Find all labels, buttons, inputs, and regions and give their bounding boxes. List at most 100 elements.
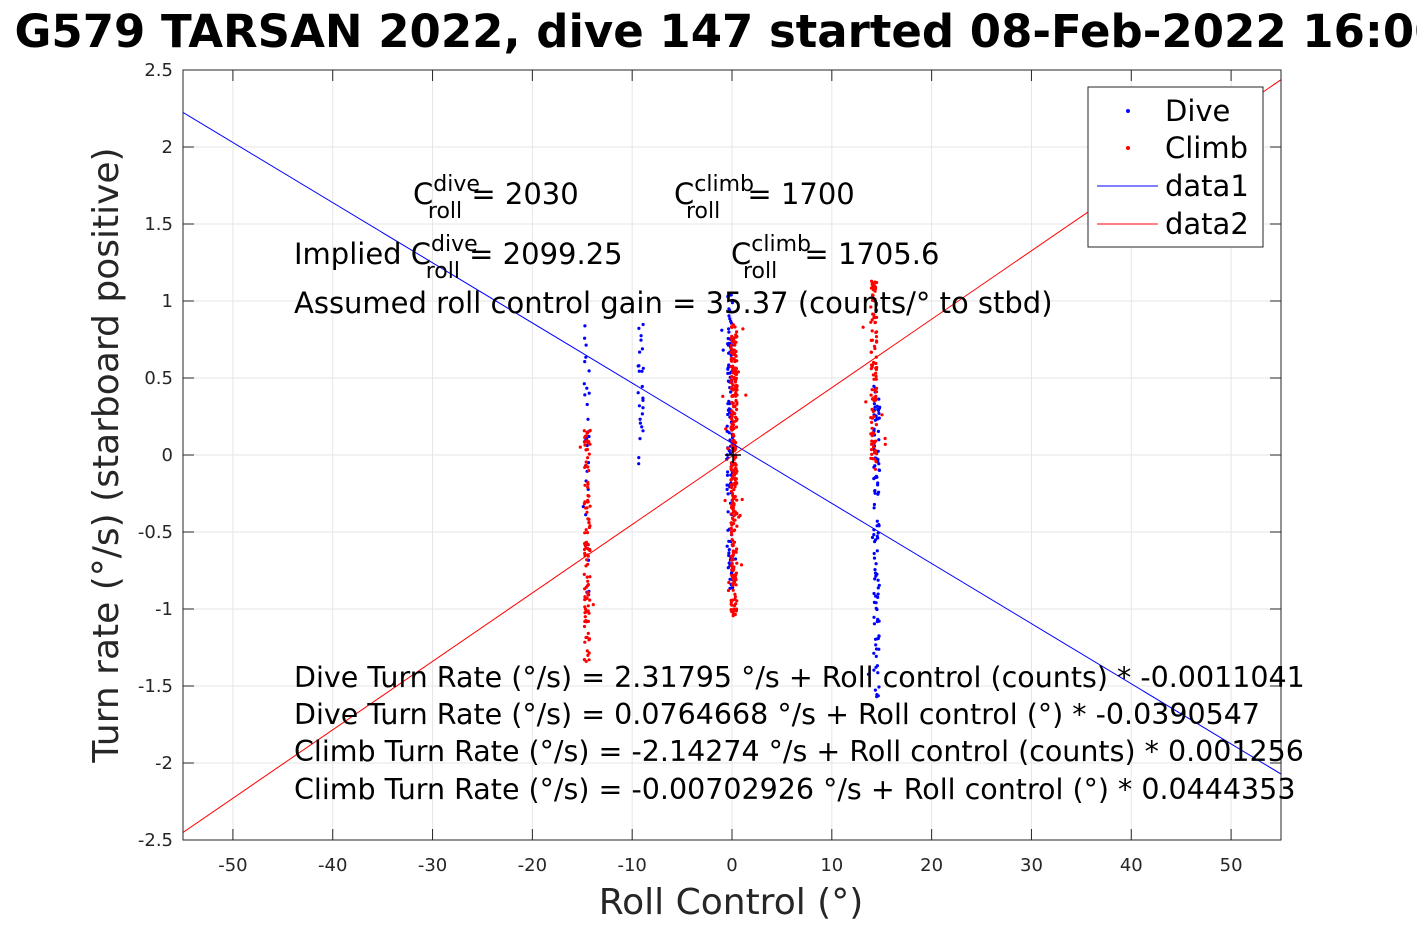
climb-point <box>582 502 587 506</box>
dive-point <box>876 429 881 433</box>
climb-point <box>735 417 739 421</box>
climb-point <box>578 445 582 449</box>
climb-point <box>730 359 734 363</box>
x-tick-label: 20 <box>920 855 943 876</box>
climb-point <box>730 564 734 568</box>
climb-point <box>735 385 739 389</box>
climb-point <box>586 456 590 460</box>
climb-point <box>872 396 876 400</box>
dive-point <box>726 402 730 406</box>
climb-point <box>584 546 588 550</box>
climb-point <box>871 445 876 449</box>
climb-point <box>731 506 736 510</box>
climb-point <box>735 388 739 392</box>
chart-title: G579 TARSAN 2022, dive 147 started 08-Fe… <box>14 5 1417 58</box>
climb-point <box>869 448 874 452</box>
dive-point <box>872 556 877 560</box>
y-tick-label: 2 <box>162 137 173 158</box>
dive-point <box>875 404 879 408</box>
x-tick-label: -10 <box>617 855 646 876</box>
climb-point <box>721 394 725 398</box>
dive-point <box>873 568 877 572</box>
climb-point <box>870 279 874 283</box>
climb-point <box>870 318 874 322</box>
climb-point <box>584 564 588 568</box>
y-tick-label: -1 <box>155 599 173 620</box>
climb-point <box>729 343 733 347</box>
climb-point <box>733 353 737 357</box>
climb-point <box>861 325 865 329</box>
climb-point <box>729 598 733 602</box>
annotation-cclimb: Cclimb roll = 1700 <box>674 172 855 224</box>
climb-point <box>730 422 734 426</box>
climb-point <box>873 321 877 325</box>
climb-point <box>872 451 877 455</box>
dive-point <box>876 449 880 453</box>
climb-point <box>735 561 739 565</box>
climb-point <box>585 431 590 435</box>
climb-point <box>585 447 590 452</box>
climb-point <box>733 343 737 347</box>
climb-point <box>873 297 877 301</box>
dive-point <box>636 391 640 395</box>
climb-point <box>730 576 735 580</box>
climb-point <box>874 390 879 394</box>
climb-point <box>586 583 591 587</box>
climb-point <box>729 356 734 360</box>
climb-point <box>734 366 738 370</box>
dive-point <box>639 334 643 338</box>
climb-point <box>587 611 591 615</box>
climb-point <box>730 512 734 516</box>
climb-point <box>875 386 879 390</box>
dive-point <box>728 451 733 455</box>
dive-point <box>727 327 731 331</box>
dive-point <box>872 502 877 507</box>
climb-point <box>870 426 874 430</box>
y-tick-label: -2 <box>155 753 173 774</box>
dive-point <box>872 506 876 510</box>
climb-point <box>733 528 737 532</box>
climb-point <box>584 635 588 640</box>
climb-point <box>733 592 737 596</box>
climb-point <box>875 315 879 319</box>
dive-point <box>638 421 643 425</box>
dive-point <box>726 510 730 514</box>
dive-point <box>583 393 587 397</box>
climb-point <box>731 558 735 562</box>
climb-point <box>588 575 592 579</box>
climb-point <box>733 476 738 480</box>
climb-point <box>731 323 736 327</box>
dive-point <box>585 402 589 407</box>
climb-point <box>730 538 734 542</box>
dive-point <box>727 539 731 543</box>
dive-point <box>873 464 877 468</box>
dive-point <box>584 513 588 517</box>
climb-point <box>586 631 590 636</box>
dive-point <box>584 355 588 359</box>
climb-point <box>730 414 734 418</box>
climb-point <box>587 494 591 498</box>
dive-point <box>584 343 588 347</box>
dive-point <box>640 347 645 351</box>
climb-point <box>733 325 737 329</box>
dive-point <box>726 470 730 474</box>
climb-point <box>874 339 879 343</box>
climb-point <box>582 440 587 444</box>
climb-point <box>729 325 734 329</box>
climb-point <box>871 373 876 377</box>
climb-point <box>588 504 592 508</box>
dive-point <box>875 524 879 528</box>
dive-point <box>872 615 876 619</box>
equation-climb-counts: Climb Turn Rate (°/s) = -2.14274 °/s + R… <box>294 735 1304 768</box>
x-axis-label: Roll Control (°) <box>599 882 864 923</box>
climb-point <box>585 510 589 514</box>
climb-point <box>734 577 738 581</box>
dive-point <box>728 577 732 581</box>
dive-point <box>726 408 731 412</box>
climb-point <box>875 280 879 285</box>
climb-point <box>584 659 588 664</box>
legend-label-climb: Climb <box>1165 131 1248 165</box>
climb-point <box>730 409 734 413</box>
climb-point <box>730 340 734 344</box>
y-tick-label: -2.5 <box>138 830 173 851</box>
